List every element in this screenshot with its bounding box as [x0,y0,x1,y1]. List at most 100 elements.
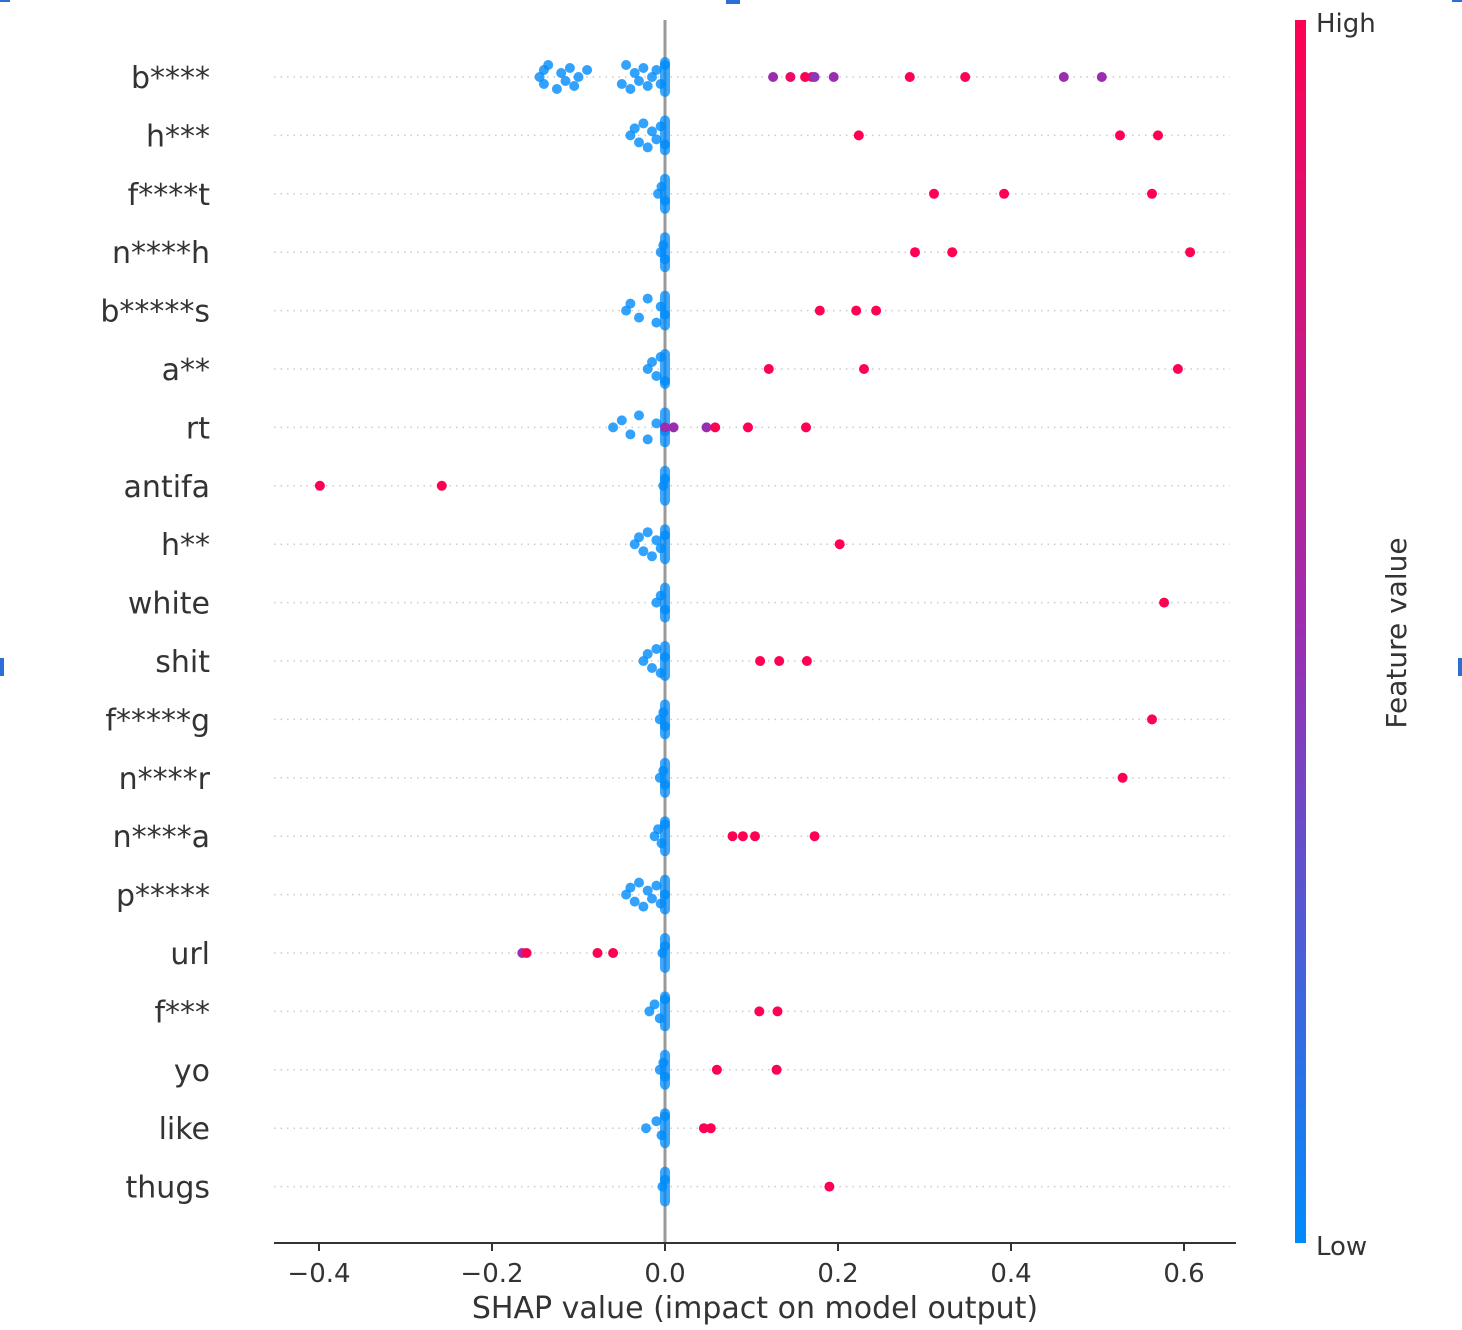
point-high [824,1181,835,1192]
point-high [828,72,839,82]
point-stack-zero [660,1166,670,1207]
point-low [647,893,657,904]
point-high [853,130,864,141]
x-tick-label: 0.6 [1163,1259,1204,1289]
point-low [638,546,649,557]
point-low [634,410,644,421]
colorbar-low-label: Low [1316,1232,1367,1262]
selection-handle-top [726,0,740,4]
feature-label: h*** [146,119,210,154]
point-low [642,293,653,304]
x-tick-label: 0.4 [990,1259,1031,1289]
point-high [771,1064,782,1075]
point-low [651,134,662,145]
selection-handle-corner-left [0,0,10,2]
point-low [649,999,660,1010]
point-low [625,429,636,440]
point-stack-zero [660,173,670,214]
data-points [314,57,1196,1207]
point-high [750,831,760,842]
point-high [809,72,820,82]
point-low [608,422,619,433]
point-high [1147,188,1157,199]
x-axis-ticks: −0.4 −0.2 0.0 0.2 0.4 0.6 [287,1243,1205,1289]
point-low [629,896,640,907]
point-high [763,364,774,374]
point-low [634,312,644,323]
point-high [1058,72,1069,82]
point-high [768,72,779,82]
point-high [785,72,796,82]
point-low [629,123,640,134]
point-high [960,72,971,82]
point-low [651,317,662,328]
feature-label: n****h [112,236,210,271]
point-low [651,65,662,75]
point-low [647,663,657,673]
point-low [647,126,657,137]
point-high [999,188,1010,199]
point-low [651,1116,662,1127]
point-low [638,118,649,129]
point-high [755,656,766,666]
point-high [743,422,753,433]
feature-label: url [170,937,210,972]
x-tick-label: −0.4 [287,1259,350,1289]
point-high [929,188,939,199]
point-stack-zero [660,757,670,798]
point-low [651,535,662,546]
point-high [904,72,915,82]
selection-handle-right [1458,658,1462,676]
point-stack-zero [660,816,670,857]
feature-label: thugs [126,1171,210,1206]
point-stack-zero [660,582,670,623]
point-stack-zero [660,524,670,565]
point-low [634,532,644,543]
point-high [772,1006,783,1017]
feature-labels: b**** h*** f****t n****h b*****s a** rt antifa h… [100,61,210,1206]
point-high [809,831,820,842]
point-low [538,79,549,89]
point-stack-zero [660,57,670,97]
point-high [851,305,862,316]
point-high [834,539,845,550]
point-high [774,656,785,666]
point-low [641,1123,651,1134]
point-low [569,81,580,91]
selection-handle-left [0,658,4,676]
point-high [436,480,447,491]
point-stack-zero [660,465,670,506]
point-low [642,81,653,91]
point-low [642,649,653,659]
x-tick-label: 0.0 [644,1259,685,1289]
point-high [521,948,532,958]
point-high [737,831,748,842]
point-stack-zero [660,641,670,681]
point-high [754,1006,765,1017]
point-high [1153,130,1163,141]
point-low [638,901,649,912]
point-low [625,882,636,893]
point-stack-zero [660,933,670,973]
point-low [634,137,644,148]
point-high [727,831,738,842]
point-high [910,247,920,258]
point-low [621,60,632,70]
point-high [871,305,882,316]
feature-label: yo [174,1054,210,1089]
point-stack-zero [660,349,670,389]
feature-label: white [128,587,210,622]
point-low [616,79,627,89]
colorbar-title: Feature value [1380,537,1413,728]
point-high [800,72,811,82]
point-high [701,422,712,433]
point-low [644,1006,655,1017]
point-high [801,422,811,433]
point-low [651,371,662,381]
row-gridlines [274,76,1230,1188]
point-stack-zero [660,699,670,740]
point-high [710,422,721,433]
feature-label: n****a [113,820,210,855]
x-tick-label: 0.2 [817,1259,858,1289]
